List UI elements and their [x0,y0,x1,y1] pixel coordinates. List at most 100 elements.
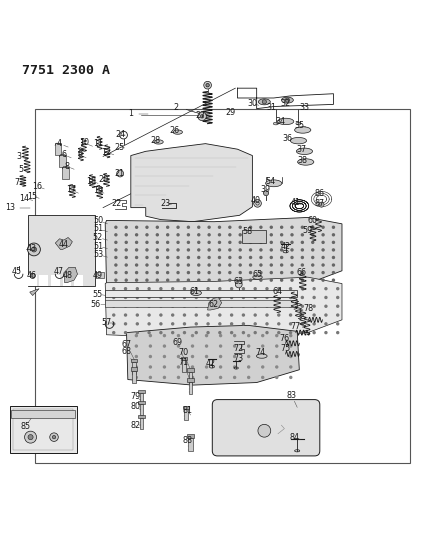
Circle shape [312,304,316,308]
Circle shape [135,376,138,379]
Text: 61: 61 [190,287,200,296]
Circle shape [228,278,232,282]
Text: 27: 27 [195,110,205,119]
Circle shape [195,322,198,326]
Circle shape [197,241,200,244]
Circle shape [166,241,169,244]
Circle shape [230,322,233,326]
Circle shape [135,225,138,229]
Polygon shape [30,289,39,295]
Circle shape [124,313,127,317]
Circle shape [218,248,221,252]
Circle shape [289,365,292,369]
Circle shape [235,281,242,288]
Circle shape [198,112,206,120]
Circle shape [277,304,280,308]
Circle shape [228,241,232,244]
Circle shape [124,304,127,308]
Polygon shape [208,297,222,310]
Circle shape [242,331,245,334]
Circle shape [312,322,316,326]
Bar [140,405,143,415]
Circle shape [311,248,315,252]
Circle shape [280,263,283,266]
Circle shape [324,313,328,317]
Circle shape [233,355,236,358]
Circle shape [265,304,269,308]
Circle shape [238,256,242,259]
Circle shape [156,263,159,266]
Circle shape [265,322,269,326]
Circle shape [228,263,232,266]
Circle shape [270,278,273,282]
Circle shape [332,225,335,229]
Circle shape [261,355,265,358]
Circle shape [265,296,269,299]
Circle shape [147,296,151,299]
Circle shape [187,278,190,282]
Text: 68: 68 [122,348,131,357]
Circle shape [336,287,339,290]
Ellipse shape [266,180,282,187]
Text: 46: 46 [27,271,36,280]
Circle shape [197,271,200,274]
Circle shape [112,287,116,290]
Bar [105,289,297,297]
Circle shape [135,278,138,282]
Circle shape [135,355,138,358]
Text: 83: 83 [287,391,297,400]
Circle shape [145,271,149,274]
Circle shape [247,365,250,369]
Circle shape [52,435,56,439]
Text: 86: 86 [315,189,325,198]
Circle shape [289,313,292,317]
Circle shape [114,271,118,274]
Circle shape [238,241,242,244]
Circle shape [124,331,127,334]
Bar [187,378,193,382]
Circle shape [300,331,304,334]
Circle shape [136,296,139,299]
Text: 13: 13 [5,203,15,212]
Circle shape [311,241,315,244]
Circle shape [163,365,166,369]
Circle shape [280,225,283,229]
Text: 29: 29 [225,108,235,117]
Text: 42: 42 [205,359,216,368]
Circle shape [238,271,242,274]
Text: 79: 79 [130,392,140,401]
Circle shape [277,313,280,317]
Circle shape [249,271,252,274]
Circle shape [177,334,180,337]
Circle shape [300,263,304,266]
Circle shape [259,263,263,266]
Circle shape [247,344,250,348]
Circle shape [195,296,198,299]
Circle shape [135,233,138,237]
Text: 28: 28 [150,136,160,145]
Circle shape [336,322,339,326]
Circle shape [312,313,316,317]
Circle shape [159,304,163,308]
Circle shape [219,344,222,348]
Circle shape [336,313,339,317]
Bar [138,401,145,405]
Bar [140,393,143,404]
Text: 67: 67 [122,340,131,349]
Text: 43: 43 [27,244,36,253]
Circle shape [312,287,316,290]
Text: 15: 15 [28,191,38,200]
Circle shape [114,233,118,237]
Circle shape [280,278,283,282]
Circle shape [270,248,273,252]
Circle shape [166,271,169,274]
Circle shape [195,287,198,290]
Circle shape [177,344,180,348]
Text: 8: 8 [64,161,69,171]
Circle shape [261,344,265,348]
Ellipse shape [294,127,311,133]
Text: 40: 40 [251,196,261,205]
Circle shape [117,170,124,177]
Circle shape [289,287,292,290]
Circle shape [135,241,138,244]
